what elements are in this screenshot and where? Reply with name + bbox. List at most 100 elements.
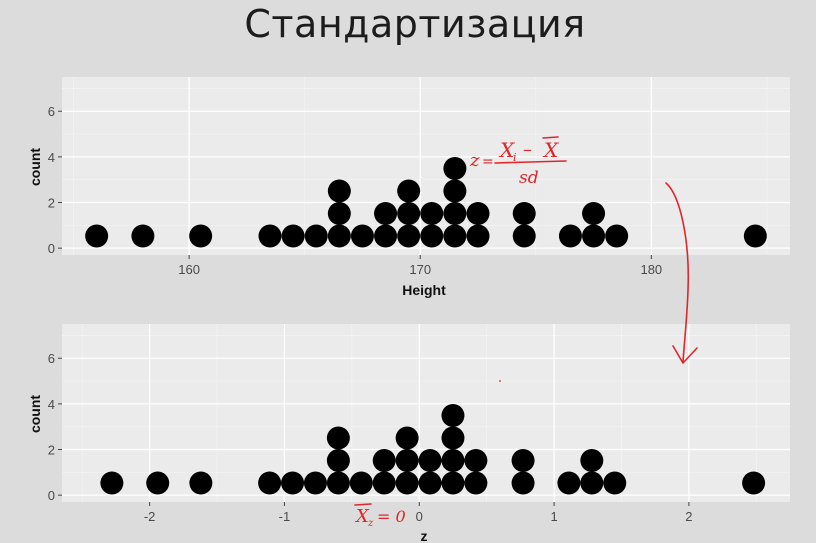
data-dot	[395, 471, 419, 495]
z-dots	[100, 404, 766, 495]
data-dot	[511, 471, 535, 495]
mean-equals: = 0	[377, 507, 406, 526]
data-dot	[281, 224, 305, 248]
data-dot	[443, 224, 467, 248]
y-tick-label: 0	[48, 488, 55, 503]
data-dot	[443, 202, 467, 225]
x-tick-label: 0	[416, 509, 423, 524]
data-dot	[397, 179, 421, 203]
data-dot	[418, 449, 442, 472]
data-dot	[466, 202, 490, 225]
formula-eq: =	[482, 154, 494, 170]
data-dot	[743, 224, 767, 248]
y-tick-label: 2	[48, 196, 55, 211]
data-dot	[441, 449, 465, 472]
height-gridlines	[62, 77, 790, 255]
z-dotplot: -2 -1 0 1 2 0 2 4 6 z count	[27, 324, 790, 543]
height-dots	[85, 157, 767, 248]
formula-numerator-sub: i	[513, 151, 517, 164]
data-dot	[189, 471, 213, 495]
data-dot	[420, 202, 444, 225]
data-dot	[464, 471, 488, 495]
data-dot	[304, 224, 328, 248]
y-tick-label: 4	[48, 397, 55, 412]
data-dot	[146, 471, 170, 495]
formula-denominator: sd	[519, 168, 539, 188]
formula-mean-bar	[542, 136, 559, 139]
data-dot	[189, 224, 213, 248]
data-dot	[418, 471, 442, 495]
x-tick-label: -1	[279, 509, 291, 524]
x-tick-label: 1	[550, 509, 557, 524]
data-dot	[281, 471, 305, 495]
z-y-axis-title: count	[27, 395, 43, 433]
data-dot	[397, 224, 421, 248]
formula-mean: X	[542, 138, 559, 162]
height-x-axis-title: Height	[402, 282, 446, 298]
data-dot	[372, 471, 396, 495]
stray-mark	[499, 380, 501, 382]
data-dot	[327, 224, 351, 248]
data-dot	[327, 179, 351, 203]
height-y-axis-title: count	[27, 148, 43, 186]
data-dot	[326, 426, 350, 450]
formula-numerator: X	[498, 138, 515, 162]
data-dot	[464, 449, 488, 472]
data-dot	[374, 202, 398, 225]
data-dot	[397, 202, 421, 225]
height-ticks: 160 170 180 0 2 4 6	[48, 104, 662, 277]
data-dot	[512, 202, 536, 225]
data-dot	[372, 449, 396, 472]
data-dot	[420, 224, 444, 248]
data-dot	[303, 471, 327, 495]
data-dot	[131, 224, 155, 248]
x-tick-label: -2	[144, 509, 156, 524]
data-dot	[582, 224, 606, 248]
mean-sub: z	[367, 518, 374, 529]
mean-annotation: X z = 0	[354, 503, 406, 529]
data-dot	[511, 449, 535, 472]
formula-fraction-bar	[494, 160, 567, 164]
standardization-formula: z = X i – X sd	[469, 136, 567, 188]
data-dot	[441, 426, 465, 450]
x-tick-label: 160	[178, 262, 200, 277]
data-dot	[605, 224, 629, 248]
data-dot	[441, 471, 465, 495]
data-dot	[327, 202, 351, 225]
y-tick-label: 6	[48, 351, 55, 366]
data-dot	[443, 157, 467, 180]
y-tick-label: 0	[48, 241, 55, 256]
y-tick-label: 4	[48, 150, 55, 165]
data-dot	[258, 224, 282, 248]
data-dot	[443, 179, 467, 203]
formula-lhs: z	[469, 150, 480, 171]
y-tick-label: 2	[48, 443, 55, 458]
data-dot	[395, 426, 419, 450]
x-tick-label: 2	[685, 509, 692, 524]
data-dot	[100, 471, 124, 495]
data-dot	[603, 471, 627, 495]
z-x-axis-title: z	[421, 528, 428, 543]
data-dot	[326, 449, 350, 472]
data-dot	[441, 404, 465, 427]
data-dot	[349, 471, 373, 495]
data-dot	[558, 224, 582, 248]
data-dot	[395, 449, 419, 472]
mean-label: X	[354, 506, 370, 527]
height-dotplot: 160 170 180 0 2 4 6 Height count	[27, 77, 790, 298]
y-tick-label: 6	[48, 104, 55, 119]
data-dot	[580, 449, 604, 472]
data-dot	[582, 202, 606, 225]
z-gridlines	[62, 324, 790, 502]
transform-arrow	[665, 182, 690, 363]
slide-title: Стандартизация	[244, 2, 586, 46]
formula-minus: –	[523, 139, 532, 160]
data-dot	[580, 471, 604, 495]
data-dot	[85, 224, 109, 248]
x-tick-label: 170	[409, 262, 431, 277]
data-dot	[466, 224, 490, 248]
x-tick-label: 180	[640, 262, 662, 277]
mean-bar	[354, 503, 372, 506]
data-dot	[374, 224, 398, 248]
